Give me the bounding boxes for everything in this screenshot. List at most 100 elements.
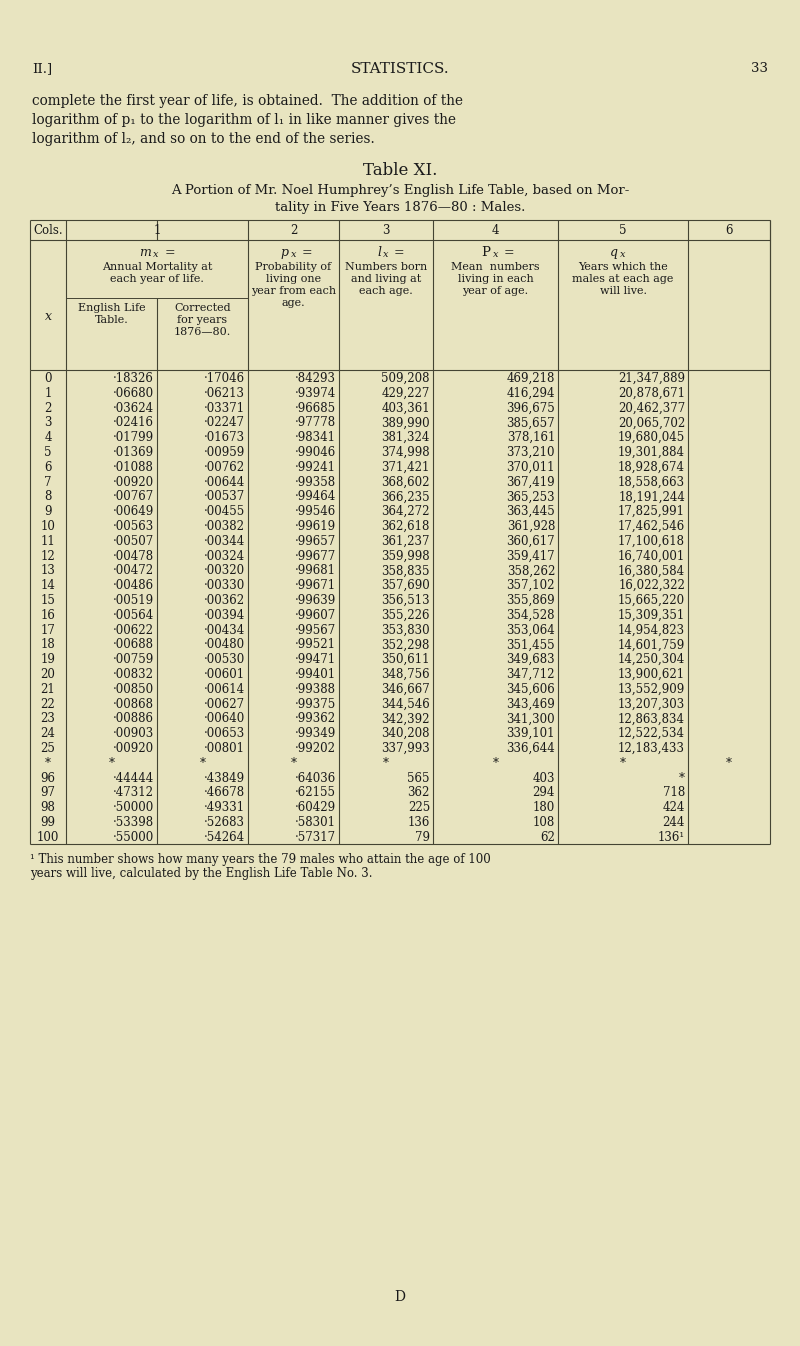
- Text: 340,208: 340,208: [382, 727, 430, 740]
- Text: 342,392: 342,392: [382, 712, 430, 725]
- Text: 25: 25: [41, 742, 55, 755]
- Text: ·52683: ·52683: [204, 816, 245, 829]
- Text: ·99677: ·99677: [294, 549, 336, 563]
- Text: ·00649: ·00649: [113, 505, 154, 518]
- Text: ·99464: ·99464: [294, 490, 336, 503]
- Text: complete the first year of life, is obtained.  The addition of the: complete the first year of life, is obta…: [32, 94, 463, 108]
- Text: 136: 136: [408, 816, 430, 829]
- Text: ·00507: ·00507: [113, 534, 154, 548]
- Text: ·55000: ·55000: [113, 830, 154, 844]
- Text: =: =: [161, 246, 176, 258]
- Text: =: =: [298, 246, 312, 258]
- Text: 96: 96: [41, 771, 55, 785]
- Text: ¹ This number shows how many years the 79 males who attain the age of 100: ¹ This number shows how many years the 7…: [30, 852, 490, 865]
- Text: 355,869: 355,869: [506, 594, 555, 607]
- Text: *: *: [726, 756, 732, 770]
- Text: Cols.: Cols.: [33, 223, 63, 237]
- Text: ·96685: ·96685: [295, 401, 336, 415]
- Text: 385,657: 385,657: [506, 416, 555, 429]
- Text: Numbers born: Numbers born: [345, 262, 427, 272]
- Text: ·99567: ·99567: [294, 623, 336, 637]
- Text: 33: 33: [751, 62, 768, 75]
- Text: 15,665,220: 15,665,220: [618, 594, 685, 607]
- Text: English Life: English Life: [78, 303, 146, 314]
- Text: 19: 19: [41, 653, 55, 666]
- Text: 358,262: 358,262: [506, 564, 555, 577]
- Text: 180: 180: [533, 801, 555, 814]
- Text: 98: 98: [41, 801, 55, 814]
- Text: ·02416: ·02416: [113, 416, 154, 429]
- Text: 429,227: 429,227: [382, 386, 430, 400]
- Text: ·49331: ·49331: [204, 801, 245, 814]
- Text: year from each: year from each: [251, 285, 336, 296]
- Text: 16: 16: [41, 608, 55, 622]
- Text: 364,272: 364,272: [382, 505, 430, 518]
- Text: ·00530: ·00530: [204, 653, 245, 666]
- Text: 20,878,671: 20,878,671: [618, 386, 685, 400]
- Text: 509,208: 509,208: [382, 371, 430, 385]
- Text: 7: 7: [44, 475, 52, 489]
- Text: 20: 20: [41, 668, 55, 681]
- Text: ·62155: ·62155: [295, 786, 336, 800]
- Text: 18,558,663: 18,558,663: [618, 475, 685, 489]
- Text: 14,250,304: 14,250,304: [618, 653, 685, 666]
- Text: ·00362: ·00362: [204, 594, 245, 607]
- Text: living one: living one: [266, 275, 321, 284]
- Text: ·99657: ·99657: [294, 534, 336, 548]
- Text: 14,601,759: 14,601,759: [618, 638, 685, 651]
- Text: 225: 225: [408, 801, 430, 814]
- Text: 0: 0: [44, 371, 52, 385]
- Text: ·57317: ·57317: [295, 830, 336, 844]
- Text: 362,618: 362,618: [382, 520, 430, 533]
- Text: ·00759: ·00759: [113, 653, 154, 666]
- Text: *: *: [620, 756, 626, 770]
- Text: Mean  numbers: Mean numbers: [451, 262, 540, 272]
- Text: 18: 18: [41, 638, 55, 651]
- Text: 351,455: 351,455: [506, 638, 555, 651]
- Text: 371,421: 371,421: [382, 460, 430, 474]
- Text: 345,606: 345,606: [506, 682, 555, 696]
- Text: 347,712: 347,712: [506, 668, 555, 681]
- Text: x: x: [290, 250, 296, 258]
- Text: 2: 2: [44, 401, 52, 415]
- Text: 365,253: 365,253: [506, 490, 555, 503]
- Text: 359,998: 359,998: [382, 549, 430, 563]
- Text: 99: 99: [41, 816, 55, 829]
- Text: males at each age: males at each age: [572, 275, 674, 284]
- Text: ·03371: ·03371: [204, 401, 245, 415]
- Text: ·00344: ·00344: [204, 534, 245, 548]
- Text: ·99471: ·99471: [295, 653, 336, 666]
- Text: ·46678: ·46678: [204, 786, 245, 800]
- Text: 2: 2: [290, 223, 297, 237]
- Text: 367,419: 367,419: [506, 475, 555, 489]
- Text: 353,064: 353,064: [506, 623, 555, 637]
- Text: 136¹: 136¹: [658, 830, 685, 844]
- Text: 370,011: 370,011: [506, 460, 555, 474]
- Text: 403,361: 403,361: [382, 401, 430, 415]
- Text: ·00627: ·00627: [204, 697, 245, 711]
- Text: *: *: [493, 756, 498, 770]
- Text: 356,513: 356,513: [382, 594, 430, 607]
- Text: 13,207,303: 13,207,303: [618, 697, 685, 711]
- Text: 374,998: 374,998: [382, 446, 430, 459]
- Text: ·64036: ·64036: [294, 771, 336, 785]
- Text: 350,611: 350,611: [382, 653, 430, 666]
- Text: 389,990: 389,990: [382, 416, 430, 429]
- Text: 381,324: 381,324: [382, 431, 430, 444]
- Text: ·00644: ·00644: [204, 475, 245, 489]
- Text: ·00886: ·00886: [113, 712, 154, 725]
- Text: 23: 23: [41, 712, 55, 725]
- Text: 17: 17: [41, 623, 55, 637]
- Text: years will live, calculated by the English Life Table No. 3.: years will live, calculated by the Engli…: [30, 867, 373, 879]
- Text: 565: 565: [407, 771, 430, 785]
- Text: each age.: each age.: [359, 285, 413, 296]
- Text: ·00614: ·00614: [204, 682, 245, 696]
- Text: 5: 5: [619, 223, 626, 237]
- Text: ·01369: ·01369: [113, 446, 154, 459]
- Text: *: *: [290, 756, 297, 770]
- Text: ·99671: ·99671: [295, 579, 336, 592]
- Text: ·00767: ·00767: [113, 490, 154, 503]
- Text: 361,928: 361,928: [506, 520, 555, 533]
- Text: ·00832: ·00832: [113, 668, 154, 681]
- Text: 353,830: 353,830: [382, 623, 430, 637]
